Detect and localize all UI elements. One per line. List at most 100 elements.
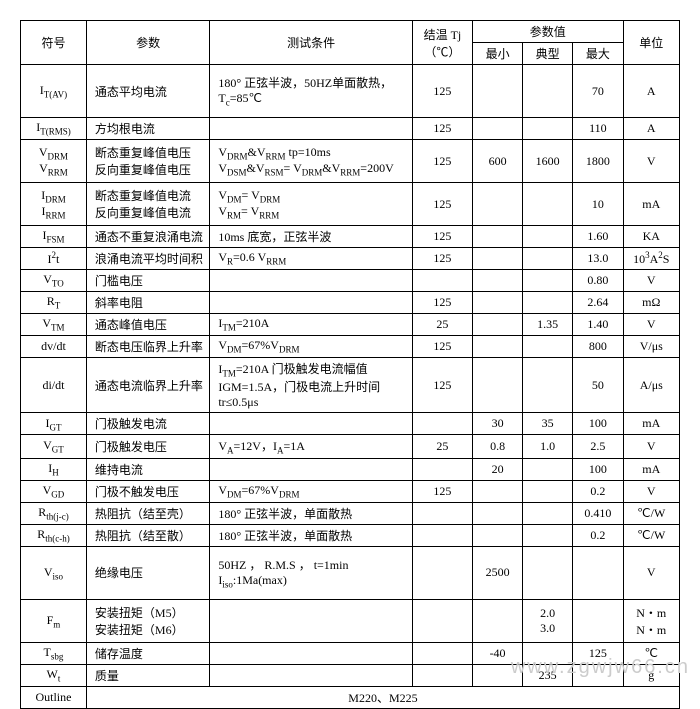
sym-cell: VDRMVRRM xyxy=(21,140,87,183)
param-cell: 通态不重复浪涌电流 xyxy=(86,226,209,248)
table-row: IT(AV)通态平均电流180° 正弦半波，50HZ单面散热，Tc=85℃125… xyxy=(21,65,680,118)
th-vals: 参数值 xyxy=(473,21,623,43)
max-cell: 70 xyxy=(573,65,623,118)
min-cell xyxy=(473,118,523,140)
sym-cell: Outline xyxy=(21,686,87,708)
min-cell xyxy=(473,226,523,248)
unit-cell: ℃/W xyxy=(623,524,680,546)
cond-cell xyxy=(210,292,412,314)
param-cell: 门极不触发电压 xyxy=(86,480,209,502)
cond-cell: VDRM&VRRM tp=10msVDSM&VRSM= VDRM&VRRM=20… xyxy=(210,140,412,183)
cond-cell xyxy=(210,664,412,686)
unit-cell: N・mN・m xyxy=(623,599,680,642)
max-cell: 0.80 xyxy=(573,270,623,292)
min-cell: 600 xyxy=(473,140,523,183)
typ-cell: 1.0 xyxy=(523,435,573,458)
spec-table: 符号 参数 测试条件 结温 Tj（℃） 参数值 单位 最小 典型 最大 IT(A… xyxy=(20,20,680,709)
th-typ: 典型 xyxy=(523,43,573,65)
table-row: RT斜率电阻1252.64mΩ xyxy=(21,292,680,314)
th-symbol: 符号 xyxy=(21,21,87,65)
param-cell: 安装扭矩（M5）安装扭矩（M6） xyxy=(86,599,209,642)
table-row: VGD门极不触发电压VDM=67%VDRM1250.2V xyxy=(21,480,680,502)
min-cell xyxy=(473,358,523,413)
param-cell: 断态重复峰值电流反向重复峰值电流 xyxy=(86,183,209,226)
tj-cell xyxy=(412,458,472,480)
th-cond: 测试条件 xyxy=(210,21,412,65)
min-cell xyxy=(473,65,523,118)
table-row: IT(RMS)方均根电流125110A xyxy=(21,118,680,140)
table-row: IGT门极触发电流3035100mA xyxy=(21,413,680,435)
typ-cell xyxy=(523,458,573,480)
typ-cell xyxy=(523,118,573,140)
tj-cell xyxy=(412,502,472,524)
sym-cell: dv/dt xyxy=(21,336,87,358)
min-cell xyxy=(473,314,523,336)
tj-cell: 125 xyxy=(412,480,472,502)
sym-cell: VGD xyxy=(21,480,87,502)
typ-cell xyxy=(523,183,573,226)
cond-cell: VDM=67%VDRM xyxy=(210,480,412,502)
typ-cell xyxy=(523,358,573,413)
param-cell: 门极触发电流 xyxy=(86,413,209,435)
tj-cell: 125 xyxy=(412,358,472,413)
table-row: Rth(j-c)热阻抗（结至壳）180° 正弦半波，单面散热0.410℃/W xyxy=(21,502,680,524)
sym-cell: Fm xyxy=(21,599,87,642)
max-cell: 800 xyxy=(573,336,623,358)
cond-cell: VA=12V，IA=1A xyxy=(210,435,412,458)
typ-cell xyxy=(523,65,573,118)
table-row: VTM通态峰值电压ITM=210A251.351.40V xyxy=(21,314,680,336)
cond-cell: 10ms 底宽，正弦半波 xyxy=(210,226,412,248)
table-row: Viso绝缘电压50HZ ， R.M.S ， t=1minIiso:1Ma(ma… xyxy=(21,546,680,599)
sym-cell: VTO xyxy=(21,270,87,292)
min-cell: 30 xyxy=(473,413,523,435)
typ-cell: 1.35 xyxy=(523,314,573,336)
param-cell: 绝缘电压 xyxy=(86,546,209,599)
sym-cell: Rth(c-h) xyxy=(21,524,87,546)
cond-cell xyxy=(210,599,412,642)
table-row: Fm安装扭矩（M5）安装扭矩（M6） 2.03.0 N・mN・m xyxy=(21,599,680,642)
table-row: dv/dt断态电压临界上升率VDM=67%VDRM125800V/μs xyxy=(21,336,680,358)
unit-cell: mA xyxy=(623,413,680,435)
table-row: I2t浪涌电流平均时间积VR=0.6 VRRM12513.0103A2S xyxy=(21,248,680,270)
max-cell: 1.40 xyxy=(573,314,623,336)
max-cell: 1800 xyxy=(573,140,623,183)
cond-cell: VDM=67%VDRM xyxy=(210,336,412,358)
unit-cell: A/μs xyxy=(623,358,680,413)
typ-cell xyxy=(523,248,573,270)
typ-cell xyxy=(523,336,573,358)
th-max: 最大 xyxy=(573,43,623,65)
sym-cell: IDRMIRRM xyxy=(21,183,87,226)
typ-cell: 1600 xyxy=(523,140,573,183)
tj-cell xyxy=(412,546,472,599)
table-row: di/dt通态电流临界上升率ITM=210A 门极触发电流幅值IGM=1.5A，… xyxy=(21,358,680,413)
unit-cell: 103A2S xyxy=(623,248,680,270)
th-tj: 结温 Tj（℃） xyxy=(412,21,472,65)
tj-cell: 125 xyxy=(412,226,472,248)
sym-cell: IH xyxy=(21,458,87,480)
sym-cell: Wt xyxy=(21,664,87,686)
sym-cell: IGT xyxy=(21,413,87,435)
typ-cell xyxy=(523,502,573,524)
typ-cell: 2.03.0 xyxy=(523,599,573,642)
cond-cell xyxy=(210,413,412,435)
min-cell xyxy=(473,502,523,524)
tj-cell: 125 xyxy=(412,118,472,140)
table-row: IH维持电流20100mA xyxy=(21,458,680,480)
sym-cell: Viso xyxy=(21,546,87,599)
param-cell: 热阻抗（结至散） xyxy=(86,524,209,546)
sym-cell: RT xyxy=(21,292,87,314)
param-cell: 断态重复峰值电压反向重复峰值电压 xyxy=(86,140,209,183)
tj-cell: 125 xyxy=(412,140,472,183)
tj-cell: 125 xyxy=(412,336,472,358)
sym-cell: VGT xyxy=(21,435,87,458)
param-cell: 门极触发电压 xyxy=(86,435,209,458)
max-cell: 2.5 xyxy=(573,435,623,458)
max-cell: 2.64 xyxy=(573,292,623,314)
min-cell: 2500 xyxy=(473,546,523,599)
max-cell xyxy=(573,599,623,642)
param-cell: 浪涌电流平均时间积 xyxy=(86,248,209,270)
min-cell xyxy=(473,599,523,642)
unit-cell: V xyxy=(623,140,680,183)
max-cell: 100 xyxy=(573,413,623,435)
typ-cell xyxy=(523,226,573,248)
